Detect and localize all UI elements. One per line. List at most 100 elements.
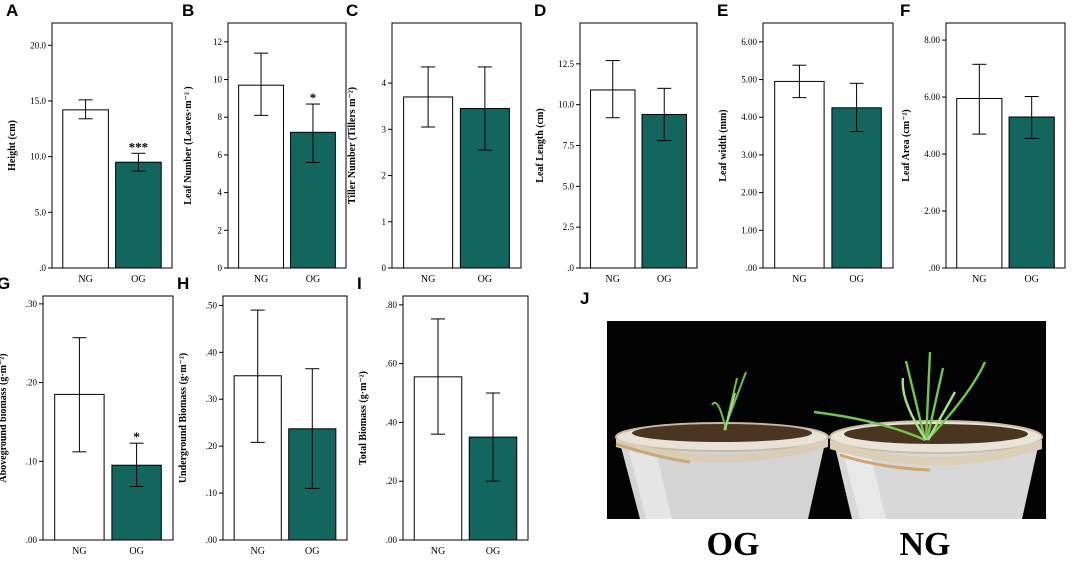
x-tick-label-og: OG (131, 274, 145, 285)
y-tick-label: .40 (386, 417, 398, 427)
y-tick-label: 12.5 (558, 59, 574, 69)
y-tick-label: .40 (206, 347, 218, 357)
y-tick-label: 10 (213, 75, 223, 85)
y-tick-label: 1.00 (741, 225, 757, 235)
y-tick-label: 2.00 (741, 188, 757, 198)
y-tick-label: .50 (206, 300, 218, 310)
significance-marker: *** (129, 139, 149, 154)
bar-og (115, 161, 162, 269)
y-axis-label: Total Biomass (g·m⁻²) (358, 371, 369, 465)
x-tick-label-og: OG (657, 274, 671, 285)
y-tick-label: 8.00 (924, 35, 940, 45)
y-tick-label: .30 (26, 299, 38, 309)
x-tick-label-og: OG (1024, 274, 1038, 285)
y-axis-label: Aboveground biomass (g·m⁻²) (0, 353, 9, 482)
y-tick-label: 12 (213, 37, 222, 47)
y-tick-label: .00 (386, 535, 398, 545)
pot-ng (829, 420, 1043, 519)
y-tick-label: 8 (218, 112, 223, 122)
panel-letter-i: I (357, 274, 362, 293)
seedling-og (711, 371, 747, 431)
y-tick-label: 5.0 (35, 207, 47, 217)
bar-ng (590, 89, 636, 269)
y-tick-label: 0 (382, 263, 387, 273)
y-tick-label: 4 (382, 78, 387, 88)
y-axis-label: Leaf Length (cm) (535, 108, 546, 182)
y-tick-label: 3 (382, 124, 387, 134)
panel-letter-g: G (0, 274, 10, 293)
y-tick-label: 4 (218, 188, 223, 198)
y-axis-label: Leaf width (mm) (718, 109, 729, 181)
plant-photo-panel: J (580, 289, 1046, 562)
pot-og (615, 422, 829, 519)
x-tick-label-og: OG (478, 274, 492, 285)
y-tick-label: .20 (26, 378, 38, 388)
y-tick-label: 4.00 (924, 149, 940, 159)
chart-f: F .00 2.00 4.00 6.00 8.00 Leaf Area (cm⁻²) NG OG (900, 1, 1066, 285)
y-tick-label: .80 (386, 300, 398, 310)
y-tick-label: .00 (929, 263, 941, 273)
panel-letter-f: F (900, 1, 910, 20)
chart-h: H .00 .10 .20 .30 .40 .50 Underground Biomass (… (177, 274, 348, 557)
x-tick-label-og: OG (129, 546, 143, 557)
x-tick-label-ng: NG (431, 546, 445, 557)
bar-og (1008, 116, 1055, 269)
bar-ng (774, 80, 825, 269)
x-tick-label-og: OG (486, 546, 500, 557)
y-tick-label: 4.00 (741, 112, 757, 122)
y-tick-label: 2 (218, 225, 223, 235)
y-tick-label: .0 (567, 263, 574, 273)
y-tick-label: 7.5 (563, 141, 575, 151)
significance-marker: * (133, 429, 140, 444)
significance-marker: * (310, 90, 317, 105)
plot-frame (51, 22, 173, 269)
photo-label-og: OG (707, 526, 760, 562)
x-tick-label-ng: NG (972, 274, 986, 285)
y-axis-label: Height (cm) (7, 120, 18, 171)
y-tick-label: 5.0 (563, 181, 575, 191)
plot-frame (762, 22, 894, 269)
panel-letter-j: J (580, 289, 589, 308)
panel-letter-c: C (346, 1, 358, 20)
x-tick-label-ng: NG (254, 274, 268, 285)
plot-frame (42, 295, 174, 541)
y-tick-label: 3.00 (741, 150, 757, 160)
bar-ng (62, 109, 109, 269)
x-tick-label-ng: NG (606, 274, 620, 285)
y-tick-label: 2 (382, 171, 387, 181)
chart-g: G .00 .10 .20 .30 Aboveground biomass (g·m⁻²)… (0, 274, 174, 557)
x-tick-label-og: OG (849, 274, 863, 285)
y-tick-label: .0 (39, 263, 46, 273)
y-tick-label: .10 (26, 456, 38, 466)
y-tick-label: 6.00 (924, 92, 940, 102)
y-tick-label: 2.00 (924, 206, 940, 216)
y-axis-label: Leaf Number (Leaves·m⁻² ) (183, 86, 194, 204)
y-axis-label: Tiller Number (Tillers m⁻²) (347, 87, 358, 204)
panel-letter-a: A (6, 1, 18, 20)
y-tick-label: 20.0 (30, 40, 46, 50)
y-tick-label: .00 (746, 263, 758, 273)
x-tick-label-ng: NG (72, 546, 86, 557)
chart-d: D .0 2.5 5.0 7.5 10.0 12.5 Leaf Length (cm) NG OG (534, 1, 698, 285)
panel-letter-d: D (534, 1, 546, 20)
photo-label-ng: NG (900, 526, 951, 562)
y-tick-label: 2.5 (563, 222, 575, 232)
y-tick-label: .10 (206, 488, 218, 498)
y-tick-label: 5.00 (741, 75, 757, 85)
y-tick-label: .20 (386, 476, 398, 486)
y-tick-label: .30 (206, 394, 218, 404)
x-tick-label-ng: NG (250, 546, 264, 557)
y-tick-label: .20 (206, 441, 218, 451)
plot-frame (222, 295, 348, 541)
y-tick-label: 6.00 (741, 37, 757, 47)
y-tick-label: .00 (206, 535, 218, 545)
chart-i: I .00 .20 .40 .60 .80 Total Biomass (g·m⁻²) NG O… (357, 274, 529, 557)
panel-letter-e: E (717, 1, 728, 20)
y-tick-label: 0 (218, 263, 223, 273)
x-tick-label-og: OG (306, 274, 320, 285)
y-tick-label: 10.0 (558, 100, 574, 110)
y-axis-label: Leaf Area (cm⁻²) (901, 109, 912, 182)
y-axis-label: Underground Biomass (g·m⁻²) (178, 353, 189, 483)
y-tick-label: 15.0 (30, 96, 46, 106)
